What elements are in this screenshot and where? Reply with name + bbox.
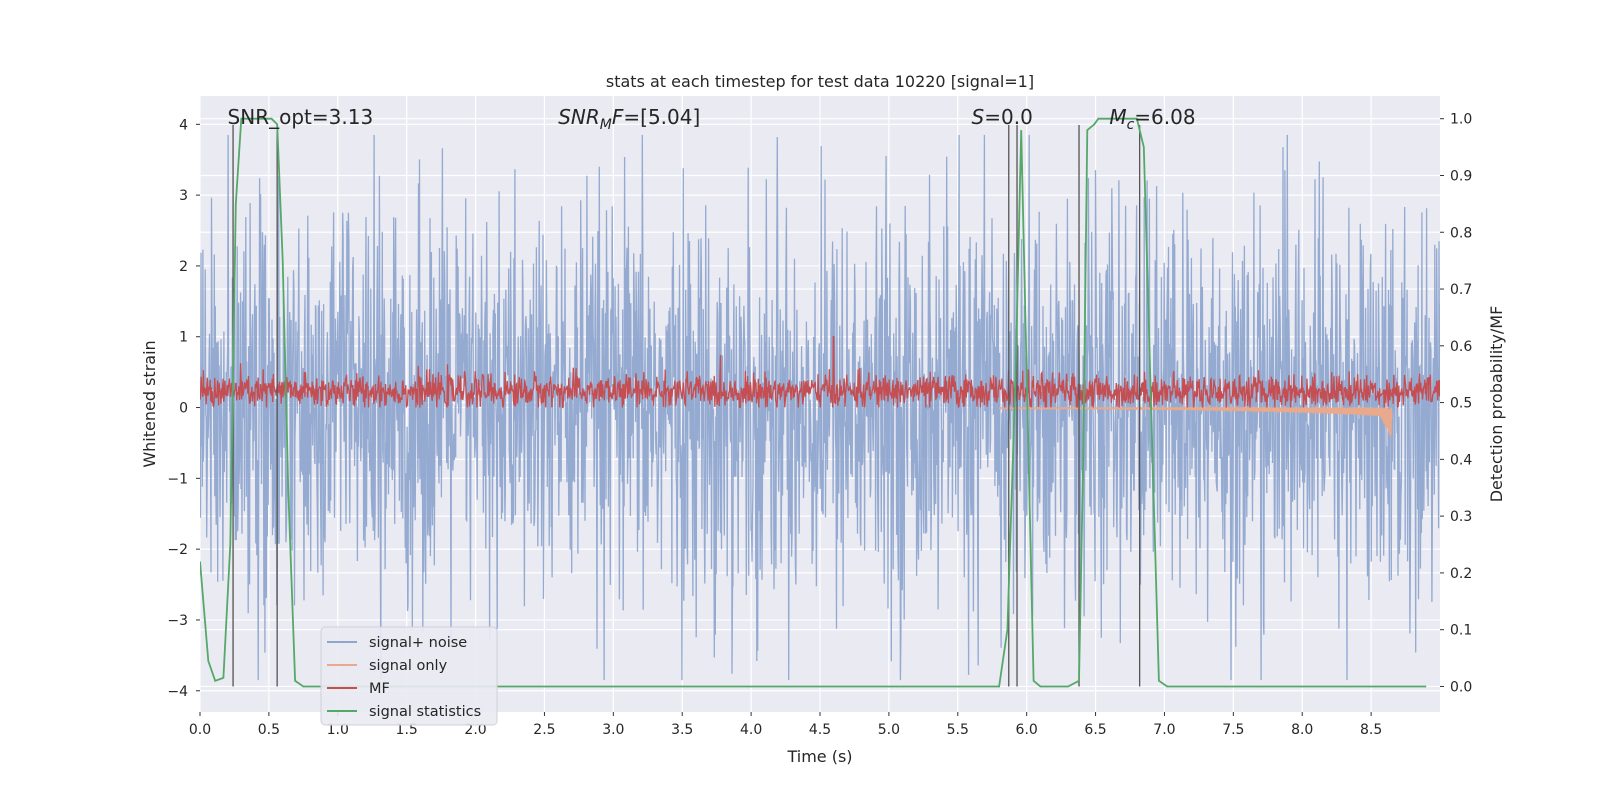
- x-tick-label: 7.0: [1153, 722, 1175, 738]
- y-tick-label-right: 0.1: [1450, 623, 1472, 639]
- y-tick-label-right: 0.0: [1450, 679, 1472, 695]
- y-tick-label-left: −3: [167, 613, 188, 629]
- legend-box: [320, 626, 498, 726]
- x-tick-label: 8.5: [1360, 722, 1382, 738]
- x-tick-label: 3.5: [671, 722, 693, 738]
- x-tick-label: 3.0: [602, 722, 624, 738]
- y-axis-label-left: Whitened strain: [140, 340, 159, 467]
- x-tick-label: 6.5: [1084, 722, 1106, 738]
- annotation-1: SNRMF=[5.04]: [558, 105, 700, 133]
- y-tick-label-right: 1.0: [1450, 112, 1472, 128]
- x-tick-label: 2.5: [533, 722, 555, 738]
- y-tick-label-left: −1: [167, 471, 188, 487]
- x-tick-label: 8.0: [1291, 722, 1313, 738]
- y-tick-label-left: 3: [179, 188, 188, 204]
- legend-label: MF: [369, 681, 390, 697]
- series-signal-only: [998, 405, 1393, 437]
- x-tick-label: 7.5: [1222, 722, 1244, 738]
- y-tick-label-right: 0.6: [1450, 339, 1472, 355]
- y-tick-label-left: 0: [179, 401, 188, 417]
- y-tick-label-right: 0.2: [1450, 566, 1472, 582]
- y-tick-label-right: 0.7: [1450, 282, 1472, 298]
- y-tick-label-left: 4: [179, 117, 188, 133]
- y-tick-label-right: 0.9: [1450, 168, 1472, 184]
- data-layer: [200, 117, 1440, 688]
- annotation-0: SNR_opt=3.13: [228, 105, 374, 129]
- series-mf: [200, 336, 1440, 409]
- y-axis-label-right: Detection probability/MF: [1487, 306, 1506, 503]
- y-tick-label-left: −2: [167, 542, 188, 558]
- chart-title: stats at each timestep for test data 102…: [606, 72, 1034, 91]
- y-tick-label-right: 0.3: [1450, 509, 1472, 525]
- annotation-2: S=0.0: [972, 105, 1033, 129]
- annotations: SNR_opt=3.13 SNRMF=[5.04] S=0.0 Mc=6.08: [228, 105, 1196, 133]
- x-tick-label: 4.0: [740, 722, 762, 738]
- x-tick-label: 5.5: [947, 722, 969, 738]
- legend-label: signal statistics: [369, 704, 481, 720]
- y-tick-label-left: 1: [179, 330, 188, 346]
- x-tick-label: 0.5: [258, 722, 280, 738]
- y-tick-label-right: 0.5: [1450, 396, 1472, 412]
- y-tick-label-left: 2: [179, 259, 188, 275]
- x-tick-label: 5.0: [878, 722, 900, 738]
- y-tick-label-right: 0.8: [1450, 225, 1472, 241]
- series-signal-noise: [200, 134, 1440, 681]
- x-axis-label: Time (s): [786, 747, 852, 766]
- y-tick-label-right: 0.4: [1450, 452, 1472, 468]
- x-tick-label: 2.0: [464, 722, 486, 738]
- x-tick-label: 1.0: [327, 722, 349, 738]
- series-signal-statistics: [200, 117, 1427, 688]
- axes: 0.0 0.5 1.0 1.5 2.0 2.5 3.0 3.5 4.0 4.5 5.0 5.5 6.0 6…: [167, 112, 1472, 738]
- y-tick-label-left: −4: [167, 684, 188, 700]
- legend: signal+ noise signal only MF signal statist…: [320, 626, 498, 726]
- x-tick-label: 6.0: [1016, 722, 1038, 738]
- x-tick-label: 1.5: [396, 722, 418, 738]
- x-tick-label: 0.0: [189, 722, 211, 738]
- annotation-3: Mc=6.08: [1109, 105, 1195, 133]
- legend-label: signal only: [369, 658, 448, 674]
- legend-label: signal+ noise: [369, 635, 467, 651]
- x-tick-label: 4.5: [809, 722, 831, 738]
